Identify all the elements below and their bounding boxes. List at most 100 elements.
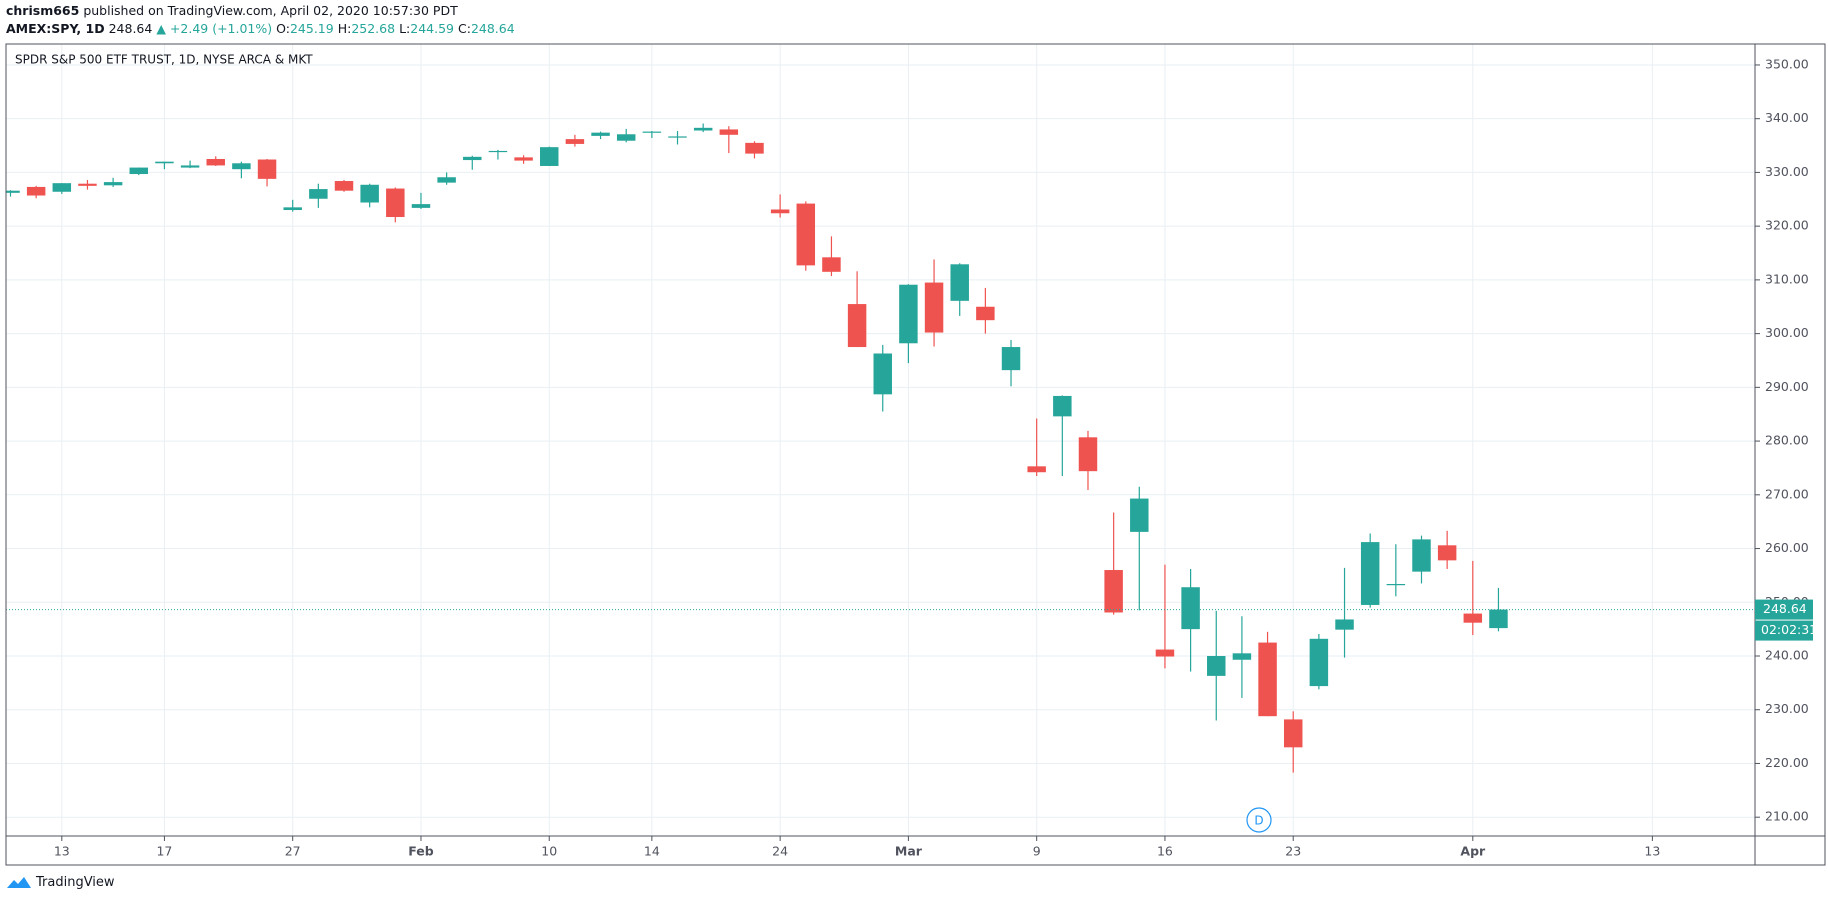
candle-body bbox=[283, 207, 302, 211]
author: chrism665 bbox=[6, 3, 80, 18]
candle-body bbox=[1412, 539, 1431, 572]
y-tick-label: 330.00 bbox=[1765, 164, 1809, 179]
candle-body bbox=[873, 353, 892, 395]
candle-body bbox=[719, 129, 739, 135]
candle-body bbox=[1258, 642, 1277, 717]
y-tick-label: 210.00 bbox=[1765, 809, 1809, 824]
candle-body bbox=[1001, 347, 1021, 371]
o-value: 245.19 bbox=[289, 21, 334, 36]
candle-body bbox=[129, 167, 149, 175]
x-tick-label: Apr bbox=[1460, 844, 1486, 859]
plot-area bbox=[6, 123, 1755, 773]
candle-body bbox=[1027, 466, 1046, 473]
candle-body bbox=[899, 284, 918, 344]
o-label: O: bbox=[276, 21, 290, 36]
frame bbox=[5, 43, 1826, 866]
published: published on TradingView.com, April 02, … bbox=[83, 3, 458, 18]
x-tick-label: 13 bbox=[1644, 844, 1660, 859]
event-marker-label[interactable]: D bbox=[1254, 814, 1263, 828]
l-value: 244.59 bbox=[410, 21, 454, 36]
last-price: 248.64 bbox=[108, 21, 153, 36]
logo bbox=[7, 877, 31, 888]
candle-body bbox=[309, 189, 328, 199]
x-tick-label: 23 bbox=[1285, 844, 1301, 859]
candle-body bbox=[1104, 570, 1123, 613]
candle-body bbox=[103, 182, 123, 186]
candle-body bbox=[1489, 609, 1508, 629]
c-value: 248.64 bbox=[470, 21, 515, 36]
y-tick-label: 310.00 bbox=[1765, 271, 1809, 286]
h-label: H: bbox=[337, 21, 352, 36]
candle-body bbox=[924, 282, 944, 333]
c-label: C: bbox=[457, 21, 471, 36]
candle-body bbox=[1386, 584, 1406, 586]
candle-body bbox=[26, 186, 46, 196]
y-tick-label: 260.00 bbox=[1765, 540, 1809, 555]
y-tick-label: 300.00 bbox=[1765, 325, 1809, 340]
candle-body bbox=[1360, 542, 1380, 605]
candle-body bbox=[411, 204, 431, 208]
y-tick-label: 280.00 bbox=[1765, 433, 1809, 448]
x-tick-label: 9 bbox=[1033, 844, 1041, 859]
candle-body bbox=[52, 183, 72, 192]
change: ▲ +2.49 (+1.01%) bbox=[156, 21, 273, 36]
candle-body bbox=[1335, 619, 1354, 630]
candle-body bbox=[847, 304, 867, 348]
candle-body bbox=[334, 181, 354, 191]
candle-body bbox=[1078, 437, 1098, 472]
candle-body bbox=[693, 127, 713, 131]
x-tick-label: 24 bbox=[772, 844, 788, 859]
candle-body bbox=[822, 257, 841, 272]
candle-body bbox=[514, 157, 533, 161]
symbol-info: AMEX:SPY, 1D 248.64 ▲ +2.49 (+1.01%) O:2… bbox=[6, 21, 515, 36]
candle-body bbox=[1130, 498, 1149, 532]
candle-body bbox=[668, 136, 687, 138]
candle-body bbox=[1053, 395, 1072, 417]
candle-body bbox=[1155, 649, 1175, 657]
y-tick-label: 270.00 bbox=[1765, 486, 1809, 501]
candle-body bbox=[6, 190, 20, 193]
candle-body bbox=[745, 142, 764, 154]
y-tick-label: 340.00 bbox=[1765, 110, 1809, 125]
l-label: L: bbox=[399, 21, 411, 36]
x-tick-label: 10 bbox=[541, 844, 557, 859]
candle-body bbox=[257, 159, 277, 179]
candle-body bbox=[155, 161, 174, 164]
publish-info: chrism665 published on TradingView.com, … bbox=[6, 3, 458, 18]
candle-body bbox=[642, 131, 662, 133]
chart-title: SPDR S&P 500 ETF TRUST, 1D, NYSE ARCA & … bbox=[15, 53, 313, 67]
footer: TradingView bbox=[6, 874, 115, 890]
y-tick-label: 220.00 bbox=[1765, 755, 1809, 770]
countdown-tag bbox=[1755, 620, 1813, 641]
y-tick-label: 290.00 bbox=[1765, 379, 1809, 394]
candle-body bbox=[1309, 638, 1329, 687]
candle-body bbox=[180, 165, 200, 168]
candle-body bbox=[770, 209, 790, 214]
candle-body bbox=[78, 183, 97, 186]
y-tick-label: 240.00 bbox=[1765, 648, 1809, 663]
x-tick-label: 14 bbox=[644, 844, 660, 859]
candle-body bbox=[206, 158, 225, 166]
y-tick-label: 320.00 bbox=[1765, 218, 1809, 233]
candle-body bbox=[950, 264, 969, 301]
y-tick-label: 230.00 bbox=[1765, 701, 1809, 716]
y-tick-label: 350.00 bbox=[1765, 56, 1809, 71]
candle-body bbox=[616, 134, 636, 141]
candle-body bbox=[565, 139, 585, 144]
candle-body bbox=[976, 306, 995, 321]
x-tick-label: 13 bbox=[54, 844, 70, 859]
candle-body bbox=[1207, 656, 1226, 676]
candle-body bbox=[1232, 653, 1252, 660]
x-tick-label: 16 bbox=[1157, 844, 1173, 859]
candle-body bbox=[1283, 719, 1303, 748]
x-tick-label: Mar bbox=[895, 844, 923, 859]
candle-body bbox=[796, 203, 816, 266]
last-price-label: 248.64 bbox=[1763, 601, 1807, 616]
countdown-label: 02:02:31 bbox=[1761, 622, 1817, 637]
h-value: 252.68 bbox=[351, 21, 396, 36]
candle-body bbox=[488, 150, 508, 153]
x-tick-label: 17 bbox=[156, 844, 172, 859]
event-marker[interactable] bbox=[1246, 807, 1272, 833]
